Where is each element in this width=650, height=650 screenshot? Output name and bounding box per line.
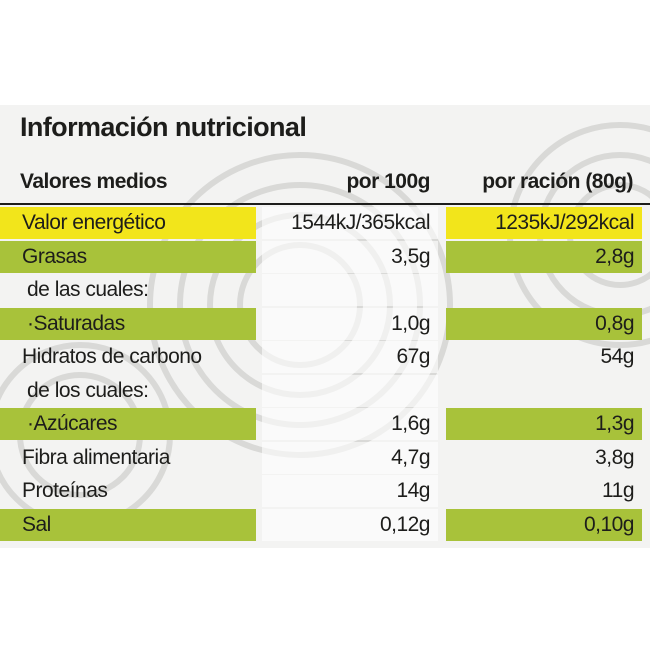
table-cell [446, 375, 642, 407]
table-cell: 1235kJ/292kcal [446, 207, 642, 239]
table-cell: Grasas [0, 240, 256, 273]
table-row: ·Azúcares 1,6g 1,3g [0, 408, 650, 440]
table-cell: ·Azúcares [0, 408, 256, 440]
table-cell: 4,7g [262, 441, 438, 474]
table-cell: 1,6g [262, 408, 438, 440]
table-row: ·Saturadas 1,0g 0,8g [0, 307, 650, 340]
table-cell [262, 274, 438, 306]
table-row: de las cuales: [0, 274, 650, 306]
table-cell: 0,12g [262, 508, 438, 541]
table-cell: 14g [262, 475, 438, 507]
table-cell: Sal [0, 508, 256, 541]
table-row: Grasas 3,5g 2,8g [0, 240, 650, 273]
table-cell: 2,8g [446, 240, 642, 273]
table-cell: Hidratos de carbono [22, 345, 202, 368]
table-cell: 11g [602, 479, 634, 502]
table-cell: 1,0g [262, 307, 438, 340]
table-cell: Valor energético [0, 207, 256, 239]
table-cell: de las cuales: [27, 278, 149, 301]
title: Información nutricional [20, 112, 307, 142]
table-cell: 0,10g [446, 508, 642, 541]
table-cell: 67g [262, 341, 438, 373]
header: por ración (80g) [482, 170, 633, 193]
header: Valores medios [20, 170, 168, 193]
table-cell: 54g [600, 345, 634, 368]
header: por 100g [346, 170, 430, 193]
table-cell [262, 374, 438, 407]
table-row: de los cuales: [0, 374, 650, 407]
table-cell: 1544kJ/365kcal [262, 207, 438, 239]
table-cell: 1,3g [446, 408, 642, 440]
table-row: Sal 0,12g 0,10g [0, 508, 650, 541]
table-cell: 3,8g [595, 445, 634, 469]
table-row: Proteínas 14g 11g [0, 475, 650, 507]
table-cell: ·Saturadas [0, 307, 256, 340]
table-row: Hidratos de carbono 67g 54g [0, 341, 650, 373]
table-row: Valor energético 1544kJ/365kcal 1235kJ/292… [0, 207, 650, 239]
table-cell: 0,8g [446, 307, 642, 340]
table-cell: Fibra alimentaria [22, 445, 170, 469]
header-rule [0, 203, 650, 205]
table-cell [446, 274, 642, 306]
table-cell: 3,5g [262, 240, 438, 273]
table-row: Fibra alimentaria 4,7g 3,8g [0, 441, 650, 474]
table-cell: de los cuales: [27, 378, 149, 402]
table-cell: Proteínas [22, 479, 108, 502]
